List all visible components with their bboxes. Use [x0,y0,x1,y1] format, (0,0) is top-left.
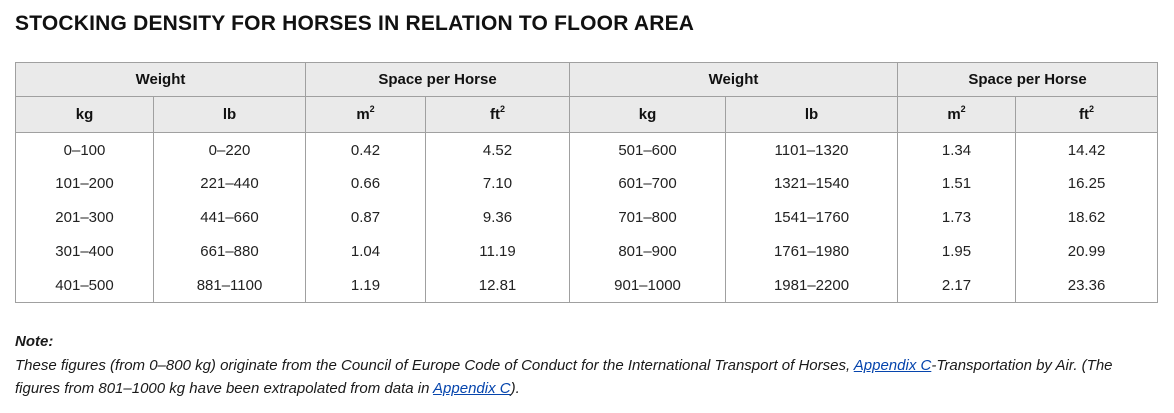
unit-label: ft [490,106,500,123]
cell-m2-right: 1.34 [897,132,1017,167]
appendix-c-link[interactable]: Appendix C [853,356,932,374]
header-m2-right: m2 [897,96,1017,133]
cell-kg-left: 401–500 [15,268,154,303]
cell-lb-left: 661–880 [153,234,306,269]
table-row: 101–200 221–440 0.66 7.10 601–700 1321–1540 1.… [15,166,1159,201]
note-block: Note: These figures (from 0–800 kg) orig… [15,330,1160,401]
table-row: 301–400 661–880 1.04 11.19 801–900 1761–1980 1… [15,234,1159,269]
unit-superscript: 2 [500,104,506,114]
cell-lb-right: 1321–1540 [725,166,899,201]
cell-m2-left: 1.19 [305,268,426,303]
header-m2-left: m2 [305,96,426,133]
cell-m2-left: 0.42 [305,132,426,167]
cell-kg-right: 801–900 [569,234,727,269]
header-space-right: Space per Horse [897,62,1159,97]
cell-m2-right: 1.73 [897,200,1017,235]
header-lb-right: lb [725,96,899,133]
note-text: ). [510,380,520,397]
cell-m2-left: 1.04 [305,234,426,269]
cell-lb-left: 0–220 [153,132,306,167]
cell-kg-left: 0–100 [15,132,154,167]
header-ft2-right: ft2 [1015,96,1159,133]
cell-kg-right: 901–1000 [569,268,727,303]
unit-superscript: 2 [1089,104,1095,114]
cell-ft2-left: 12.81 [424,268,571,303]
cell-ft2-left: 11.19 [424,234,571,269]
stocking-density-table: Weight Space per Horse Weight Space per … [15,62,1159,303]
cell-kg-left: 101–200 [15,166,154,201]
cell-lb-right: 1541–1760 [725,200,899,235]
header-space-left: Space per Horse [304,62,571,97]
cell-lb-left: 881–1100 [153,268,306,303]
header-kg-right: kg [569,96,727,133]
cell-ft2-right: 18.62 [1015,200,1159,235]
unit-superscript: 2 [369,104,375,114]
note-text: -Transportation by Air. (The figures fro… [15,356,1113,398]
cell-kg-right: 601–700 [569,166,727,201]
page-title: STOCKING DENSITY FOR HORSES IN RELATION … [15,12,695,35]
cell-kg-right: 501–600 [569,132,727,167]
cell-kg-left: 201–300 [15,200,154,235]
cell-ft2-left: 7.10 [424,166,571,201]
cell-ft2-right: 20.99 [1015,234,1159,269]
table-row: 401–500 881–1100 1.19 12.81 901–1000 1981–220… [15,268,1159,303]
cell-m2-left: 0.66 [305,166,426,201]
header-kg-left: kg [15,96,154,133]
header-lb-left: lb [153,96,306,133]
header-ft2-left: ft2 [424,96,571,133]
cell-ft2-right: 16.25 [1015,166,1159,201]
unit-superscript: 2 [960,104,966,114]
unit-header-row: kg lb m2 ft2 kg lb m2 ft2 [15,96,1159,133]
table-body: 0–100 0–220 0.42 4.52 501–600 1101–1320 1.34 14… [15,132,1159,303]
cell-ft2-left: 9.36 [424,200,571,235]
cell-m2-right: 1.51 [897,166,1017,201]
cell-lb-right: 1761–1980 [725,234,899,269]
table-row: 0–100 0–220 0.42 4.52 501–600 1101–1320 1.34 14… [15,132,1159,167]
group-header-row: Weight Space per Horse Weight Space per … [15,62,1159,97]
cell-lb-left: 221–440 [153,166,306,201]
cell-ft2-right: 14.42 [1015,132,1159,167]
cell-kg-right: 701–800 [569,200,727,235]
table-row: 201–300 441–660 0.87 9.36 701–800 1541–1760 1.… [15,200,1159,235]
cell-ft2-left: 4.52 [424,132,571,167]
header-weight-right: Weight [569,62,899,97]
cell-lb-right: 1101–1320 [725,132,899,167]
unit-label: m [947,106,961,123]
cell-m2-left: 0.87 [305,200,426,235]
cell-kg-left: 301–400 [15,234,154,269]
note-text: These figures (from 0–800 kg) originate … [15,356,854,374]
cell-m2-right: 2.17 [897,268,1017,303]
unit-label: m [356,106,370,123]
cell-m2-right: 1.95 [897,234,1017,269]
header-weight-left: Weight [15,62,306,97]
appendix-c-link-2[interactable]: Appendix C [433,380,511,397]
cell-lb-left: 441–660 [153,200,306,235]
unit-label: ft [1079,106,1090,123]
note-label: Note: [15,333,54,350]
cell-ft2-right: 23.36 [1015,268,1159,303]
cell-lb-right: 1981–2200 [725,268,899,303]
